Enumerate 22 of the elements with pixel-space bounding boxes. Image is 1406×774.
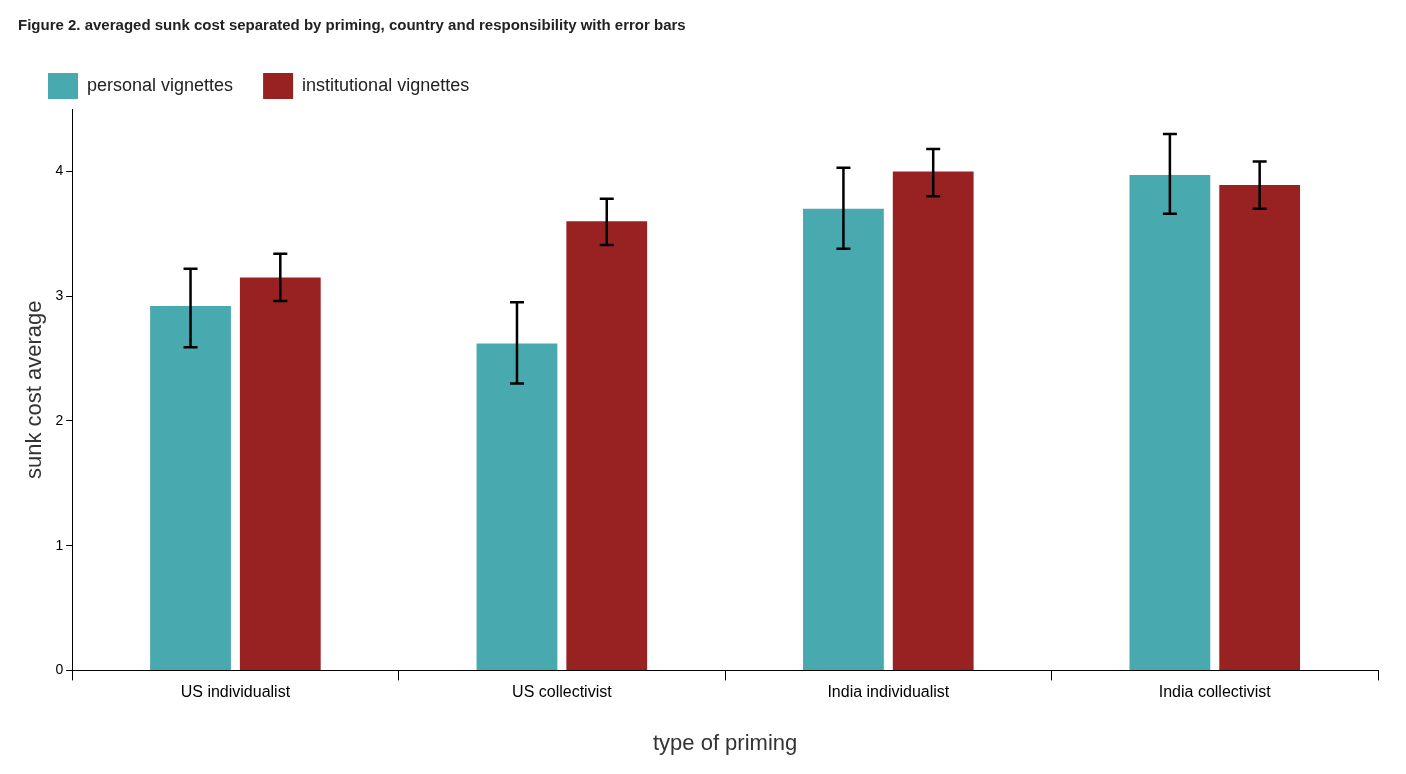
bar (1219, 185, 1301, 670)
y-tick-label: 2 (55, 411, 64, 428)
bar (803, 208, 884, 670)
y-axis-title: sunk cost average (21, 300, 47, 479)
bar (150, 306, 231, 670)
bar (892, 171, 974, 670)
x-tick-label: India individualist (827, 683, 950, 701)
y-tick-label: 1 (55, 536, 64, 553)
chart-title: Figure 2. averaged sunk cost separated by priming, country and responsibility with error bars (18, 16, 686, 34)
x-axis-title: type of priming (652, 729, 798, 755)
y-tick-label: 3 (55, 286, 64, 303)
bar (1129, 175, 1211, 670)
y-tick-label: 0 (55, 661, 64, 678)
bar (476, 343, 558, 670)
x-tick-label: US individualist (180, 683, 291, 701)
x-tick-label: US collectivist (512, 683, 613, 701)
bar (566, 221, 648, 670)
legend-label: institutional vignettes (302, 74, 470, 95)
x-tick-label: India collectivist (1158, 683, 1272, 701)
legend-label: personal vignettes (87, 74, 234, 95)
y-tick-label: 4 (55, 162, 64, 179)
bar (239, 277, 321, 670)
